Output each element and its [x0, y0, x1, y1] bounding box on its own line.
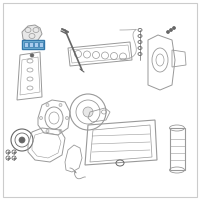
Bar [39, 42, 42, 47]
Ellipse shape [59, 129, 62, 132]
Ellipse shape [83, 107, 93, 117]
Bar [22, 40, 44, 49]
Ellipse shape [19, 137, 25, 143]
Polygon shape [22, 25, 42, 42]
Ellipse shape [46, 129, 49, 132]
Bar [24, 42, 28, 47]
Polygon shape [30, 53, 34, 57]
Ellipse shape [40, 116, 42, 119]
Ellipse shape [59, 104, 62, 107]
Bar [34, 42, 38, 47]
Ellipse shape [170, 28, 172, 31]
Ellipse shape [172, 26, 176, 29]
Ellipse shape [166, 30, 170, 33]
Bar [29, 42, 32, 47]
Ellipse shape [46, 104, 49, 107]
Ellipse shape [66, 116, 68, 119]
